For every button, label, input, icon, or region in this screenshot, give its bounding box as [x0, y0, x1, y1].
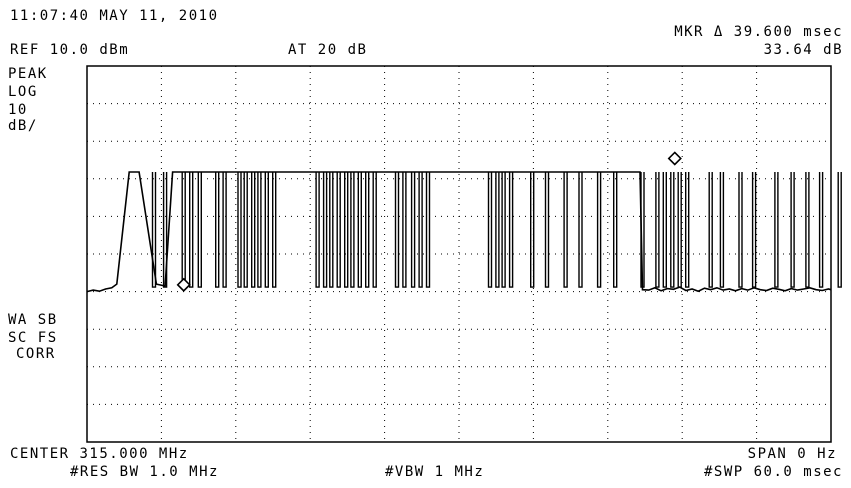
reference-level: REF 10.0 dBm: [10, 42, 130, 58]
trace-dropout: [662, 172, 667, 288]
trace-dropout: [215, 172, 220, 288]
trace-dropout: [372, 172, 377, 288]
trace-dropout: [402, 172, 407, 288]
scale-type: LOG: [8, 84, 38, 100]
resolution-bandwidth: #RES BW 1.0 MHz: [70, 464, 219, 480]
trace-dropout: [805, 172, 810, 288]
trace-dropout: [578, 172, 583, 288]
trace-dropout: [530, 172, 535, 288]
graticule-grid: [87, 66, 831, 442]
trace-dropout: [237, 172, 242, 288]
trace-dropout: [544, 172, 550, 288]
trace-dropout: [264, 172, 269, 288]
trace-dropout: [315, 172, 320, 288]
wa-sb-indicator: WA SB: [8, 312, 58, 328]
trace-dropout: [418, 172, 423, 288]
trace-dropout: [613, 172, 618, 288]
trace-dropout: [677, 172, 682, 288]
detector-mode: PEAK: [8, 66, 48, 82]
attenuation: AT 20 dB: [288, 42, 368, 58]
marker-reference-diamond: [176, 277, 191, 292]
trace-dropout: [365, 172, 370, 288]
scale-unit: dB/: [8, 118, 38, 134]
trace-dropout: [350, 172, 355, 288]
trace-dropout: [222, 172, 227, 288]
timestamp: 11:07:40 MAY 11, 2010: [10, 8, 219, 24]
trace-dropout: [151, 172, 157, 288]
trace-dropout: [410, 172, 416, 288]
trace-dropout: [257, 172, 262, 288]
trace-dropout: [162, 172, 168, 288]
marker-delta-time: MKR Δ 39.600 msec: [674, 24, 843, 40]
trace-dropout: [655, 172, 660, 288]
trace-dropout: [751, 172, 757, 288]
trace-dropout: [837, 172, 842, 288]
trace-dropouts: [151, 172, 842, 288]
trace-dropout: [322, 172, 328, 288]
trace-dropout: [708, 172, 713, 288]
trace-dropout: [508, 172, 514, 288]
trace-dropout: [329, 172, 334, 288]
trace-dropout: [487, 172, 493, 288]
trace-dropout: [251, 172, 256, 288]
trace-dropout: [344, 172, 349, 288]
trace-dropout: [336, 172, 341, 288]
trace-dropout: [719, 172, 725, 288]
trace-dropout: [501, 172, 506, 288]
marker-delta-diamond: [667, 151, 682, 166]
trace-dropout: [790, 172, 795, 288]
center-frequency: CENTER 315.000 MHz: [10, 446, 189, 462]
trace-dropout: [189, 172, 194, 288]
video-bandwidth: #VBW 1 MHz: [385, 464, 485, 480]
marker-delta-amplitude: 33.64 dB: [763, 42, 843, 58]
trace-dropout: [243, 172, 248, 288]
scale-value: 10: [8, 102, 28, 118]
sweep-time: #SWP 60.0 msec: [703, 464, 843, 480]
trace-dropout: [640, 172, 645, 288]
trace-dropout: [425, 172, 431, 288]
trace-dropout: [685, 172, 690, 288]
trace-dropout: [394, 172, 400, 288]
sc-fs-indicator: SC FS: [8, 330, 58, 346]
trace-dropout: [738, 172, 743, 288]
trace-dropout: [670, 172, 675, 288]
trace-dropout: [272, 172, 277, 288]
trace-dropout: [357, 172, 362, 288]
trace-dropout: [563, 172, 568, 288]
trace-dropout: [197, 172, 202, 288]
span: SPAN 0 Hz: [747, 446, 837, 462]
trace-dropout: [774, 172, 779, 288]
trace-dropout: [596, 172, 602, 288]
correction-indicator: CORR: [16, 346, 56, 362]
trace-dropout: [495, 172, 500, 288]
trace-dropout: [818, 172, 824, 288]
markers: [176, 151, 682, 292]
